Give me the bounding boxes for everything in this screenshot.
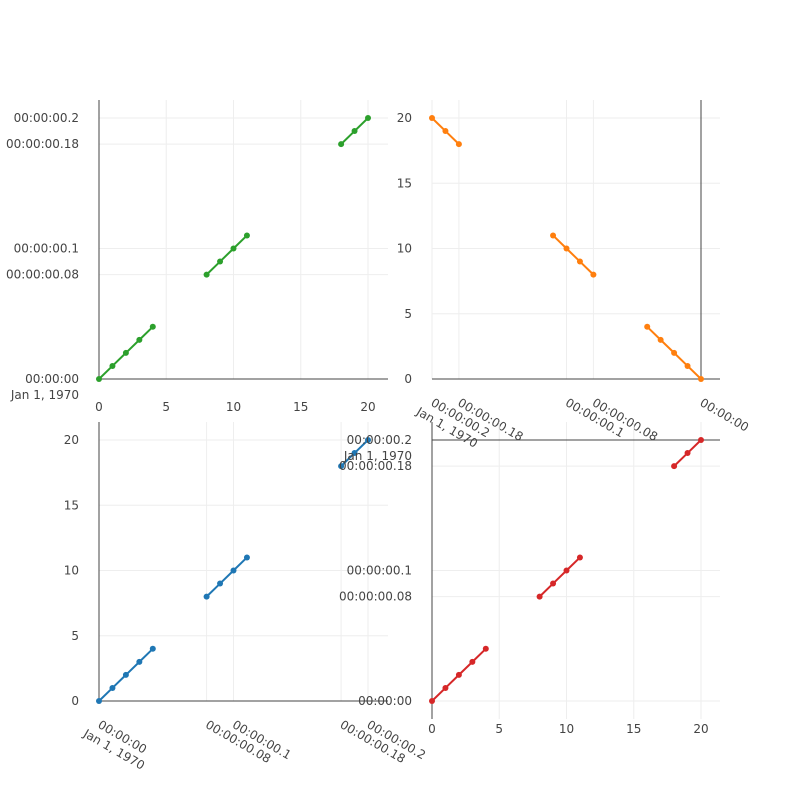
y-tick-label: 00:00:00.18	[6, 137, 79, 151]
data-point	[122, 349, 129, 356]
y-tick-label: 00:00:00.18	[339, 459, 412, 473]
data-point	[109, 684, 116, 691]
data-point	[203, 271, 210, 278]
data-point	[550, 580, 557, 587]
series-line	[552, 234, 595, 276]
data-point	[217, 258, 224, 265]
x-tick-label: 15	[293, 400, 308, 414]
x-tick-label: 10	[226, 400, 241, 414]
series-line	[538, 556, 581, 598]
data-point	[442, 128, 449, 135]
x-tick-label: 00:00:00	[698, 395, 752, 434]
data-point	[455, 671, 462, 678]
data-point	[698, 437, 704, 443]
x-tick-label: 5	[162, 400, 170, 414]
y-tick-label: 0	[71, 694, 79, 708]
series-line	[205, 556, 248, 598]
data-point	[563, 245, 570, 252]
x-tick-label: 20	[360, 400, 375, 414]
x-tick-label: 5	[495, 722, 503, 736]
y-tick-label: 00:00:00.2 Jan 1, 1970	[343, 433, 412, 463]
y-tick-label: 20	[397, 111, 412, 125]
y-tick-label: 10	[64, 564, 79, 578]
data-point	[338, 141, 345, 148]
y-tick-label: 00:00:00.08	[6, 268, 79, 282]
data-point	[136, 336, 143, 343]
data-point	[563, 567, 570, 574]
y-tick-label: 0	[404, 372, 412, 386]
data-point	[576, 258, 583, 265]
data-point	[243, 232, 250, 239]
x-tick-label: 00:00:00Jan 1, 1970	[80, 713, 154, 773]
y-tick-label: 5	[404, 307, 412, 321]
series-line	[205, 234, 248, 276]
data-point	[590, 271, 597, 278]
data-point	[429, 698, 435, 704]
y-tick-label: 20	[64, 433, 79, 447]
data-point	[338, 463, 345, 470]
x-tick-label: 20	[693, 722, 708, 736]
data-point	[136, 658, 143, 665]
x-tick-label: 10	[559, 722, 574, 736]
data-point	[149, 323, 156, 330]
y-tick-label: 00:00:00.1	[14, 242, 79, 256]
data-point	[671, 349, 678, 356]
y-tick-label: 15	[397, 176, 412, 190]
data-point	[96, 376, 102, 382]
data-point	[684, 450, 691, 457]
y-tick-label: 00:00:00	[358, 694, 412, 708]
data-point	[671, 463, 678, 470]
data-point	[442, 684, 449, 691]
data-point	[351, 450, 358, 457]
y-tick-label: 00:00:00 Jan 1, 1970	[10, 372, 79, 402]
data-point	[203, 593, 210, 600]
data-point	[657, 336, 664, 343]
data-point	[365, 437, 371, 443]
y-tick-label: 10	[397, 242, 412, 256]
data-point	[122, 671, 129, 678]
x-tick-label: 0	[95, 400, 103, 414]
y-tick-label: 00:00:00.1	[347, 564, 412, 578]
y-tick-label: 5	[71, 629, 79, 643]
data-point	[482, 645, 489, 652]
data-point	[684, 362, 691, 369]
data-point	[351, 128, 358, 135]
data-point	[149, 645, 156, 652]
data-point	[644, 323, 651, 330]
data-point	[109, 362, 116, 369]
data-point	[536, 593, 543, 600]
x-tick-label: 00:00:00.2Jan 1, 1970	[413, 391, 492, 453]
data-point	[698, 376, 704, 382]
data-point	[230, 567, 237, 574]
data-point	[217, 580, 224, 587]
data-point	[455, 141, 462, 148]
data-point	[550, 232, 557, 239]
y-tick-label: 00:00:00.08	[339, 590, 412, 604]
data-point	[96, 698, 102, 704]
data-point	[365, 115, 371, 121]
data-point	[429, 115, 435, 121]
data-point	[243, 554, 250, 561]
data-point	[230, 245, 237, 252]
x-tick-label: 15	[626, 722, 641, 736]
data-point	[576, 554, 583, 561]
y-tick-label: 00:00:00.2	[14, 111, 79, 125]
x-tick-label: 0	[428, 722, 436, 736]
y-tick-label: 15	[64, 498, 79, 512]
data-point	[469, 658, 476, 665]
